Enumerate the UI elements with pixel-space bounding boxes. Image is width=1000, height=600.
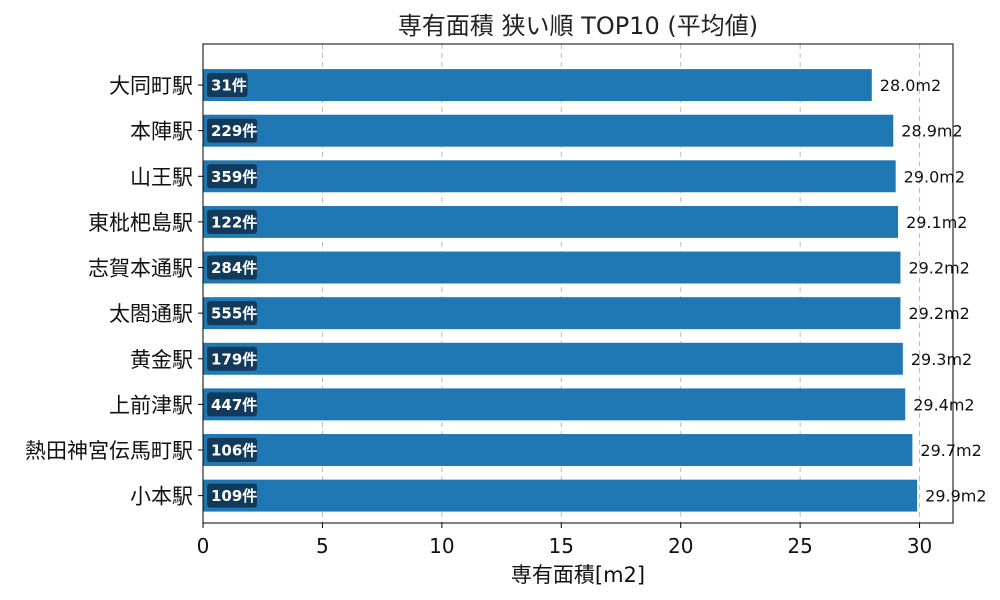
- bar-5: [203, 297, 901, 330]
- count-badge: [207, 164, 257, 189]
- category-label: 小本駅: [130, 485, 193, 509]
- count-label: 555件: [211, 305, 257, 323]
- bar-0: [203, 69, 872, 102]
- bar-6: [203, 342, 903, 375]
- count-badge: [207, 73, 248, 98]
- value-label: 29.0m2: [904, 167, 965, 186]
- bar-7: [203, 388, 906, 421]
- category-label: 東枇杷島駅: [88, 211, 193, 235]
- category-label: 大同町駅: [109, 74, 193, 98]
- count-label: 447件: [211, 396, 257, 414]
- count-badge: [207, 438, 257, 463]
- category-label: 志賀本通駅: [88, 257, 193, 281]
- value-label: 29.4m2: [913, 395, 974, 414]
- bar-4: [203, 251, 901, 284]
- count-badge: [207, 392, 257, 417]
- count-badge: [207, 301, 257, 326]
- category-label: 本陣駅: [130, 120, 193, 144]
- count-label: 284件: [211, 259, 257, 277]
- count-label: 106件: [211, 442, 257, 460]
- bar-8: [203, 434, 913, 466]
- x-tick-label: 20: [668, 534, 693, 558]
- plot-frame: [202, 43, 954, 524]
- bar-2: [203, 160, 896, 193]
- value-label: 28.9m2: [901, 122, 962, 141]
- count-badge: [207, 346, 257, 371]
- bars-layer: 31件 28.0m2 229件 28.9m2 359件 29.0m2 122件 29.1m2 2…: [203, 69, 987, 512]
- count-badge: [207, 483, 257, 508]
- value-label: 29.1m2: [906, 213, 967, 232]
- count-label: 109件: [211, 487, 257, 505]
- value-label: 28.0m2: [880, 76, 941, 95]
- category-label: 山王駅: [130, 165, 193, 189]
- count-label: 229件: [211, 122, 257, 140]
- value-label: 29.2m2: [908, 259, 969, 278]
- count-badge: [207, 209, 257, 234]
- count-label: 31件: [211, 77, 247, 95]
- count-label: 179件: [211, 350, 257, 368]
- x-tick-label: 30: [907, 534, 932, 558]
- x-tick-label: 25: [787, 534, 812, 558]
- value-label: 29.3m2: [911, 350, 972, 369]
- category-label: 熱田神宮伝馬町駅: [25, 439, 193, 463]
- bar-9: [203, 479, 918, 512]
- x-tick-label: 5: [316, 534, 329, 558]
- bar-1: [203, 114, 894, 147]
- category-label: 太閤通駅: [109, 302, 193, 326]
- count-badge: [207, 118, 257, 143]
- x-axis-label: 専有面積[m2]: [511, 563, 645, 587]
- count-label: 359件: [211, 168, 257, 186]
- chart-title: 専有面積 狭い順 TOP10 (平均値): [398, 12, 758, 40]
- x-tick-label: 10: [429, 534, 454, 558]
- axes-layer: 大同町駅本陣駅山王駅東枇杷島駅志賀本通駅太閤通駅黄金駅上前津駅熱田神宮伝馬町駅小…: [25, 43, 954, 558]
- x-tick-label: 15: [549, 534, 574, 558]
- category-label: 上前津駅: [109, 393, 193, 417]
- value-label: 29.9m2: [925, 487, 986, 506]
- count-label: 122件: [211, 213, 257, 231]
- value-label: 29.2m2: [908, 304, 969, 323]
- value-label: 29.7m2: [920, 441, 981, 460]
- bar-3: [203, 205, 899, 238]
- category-label: 黄金駅: [130, 348, 193, 372]
- count-badge: [207, 255, 257, 280]
- x-tick-label: 0: [197, 534, 210, 558]
